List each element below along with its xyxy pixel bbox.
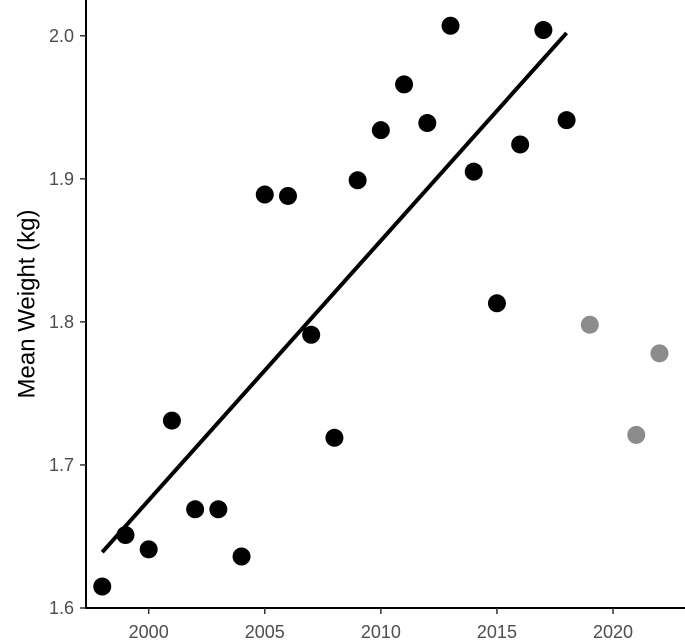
data-point <box>209 500 228 519</box>
data-point <box>534 21 553 40</box>
data-point <box>348 171 367 190</box>
data-point <box>186 500 205 519</box>
data-point <box>93 577 112 596</box>
data-point <box>395 75 414 94</box>
data-point <box>627 425 646 444</box>
data-point <box>232 547 251 566</box>
plot-area <box>93 16 669 596</box>
data-point <box>325 428 344 447</box>
data-point <box>278 186 297 205</box>
data-point <box>650 344 669 363</box>
data-point <box>580 315 599 334</box>
data-point <box>464 162 483 181</box>
data-point <box>255 185 274 204</box>
data-point <box>441 16 460 35</box>
x-tick-label: 2005 <box>245 622 285 642</box>
x-tick-label: 2010 <box>361 622 401 642</box>
data-point <box>162 411 181 430</box>
data-point <box>139 540 158 559</box>
x-tick-label: 2000 <box>129 622 169 642</box>
y-tick-label: 1.7 <box>49 455 74 475</box>
data-point <box>116 526 135 545</box>
y-axis-ticks: 1.6 1.7 1.8 1.9 2.0 <box>49 26 86 618</box>
data-point <box>371 121 390 140</box>
y-tick-label: 1.6 <box>49 598 74 618</box>
y-axis-title: Mean Weight (kg) <box>13 210 40 399</box>
data-point <box>511 135 530 154</box>
y-tick-label: 2.0 <box>49 26 74 46</box>
x-tick-label: 2015 <box>477 622 517 642</box>
y-tick-label: 1.9 <box>49 169 74 189</box>
x-axis-ticks: 2000 2005 2010 2015 2020 <box>129 608 633 642</box>
data-point <box>418 114 437 133</box>
data-point <box>302 325 321 344</box>
data-point <box>557 111 576 130</box>
x-tick-label: 2020 <box>593 622 633 642</box>
trend-line <box>100 31 569 554</box>
y-tick-label: 1.8 <box>49 312 74 332</box>
data-point <box>487 294 506 313</box>
